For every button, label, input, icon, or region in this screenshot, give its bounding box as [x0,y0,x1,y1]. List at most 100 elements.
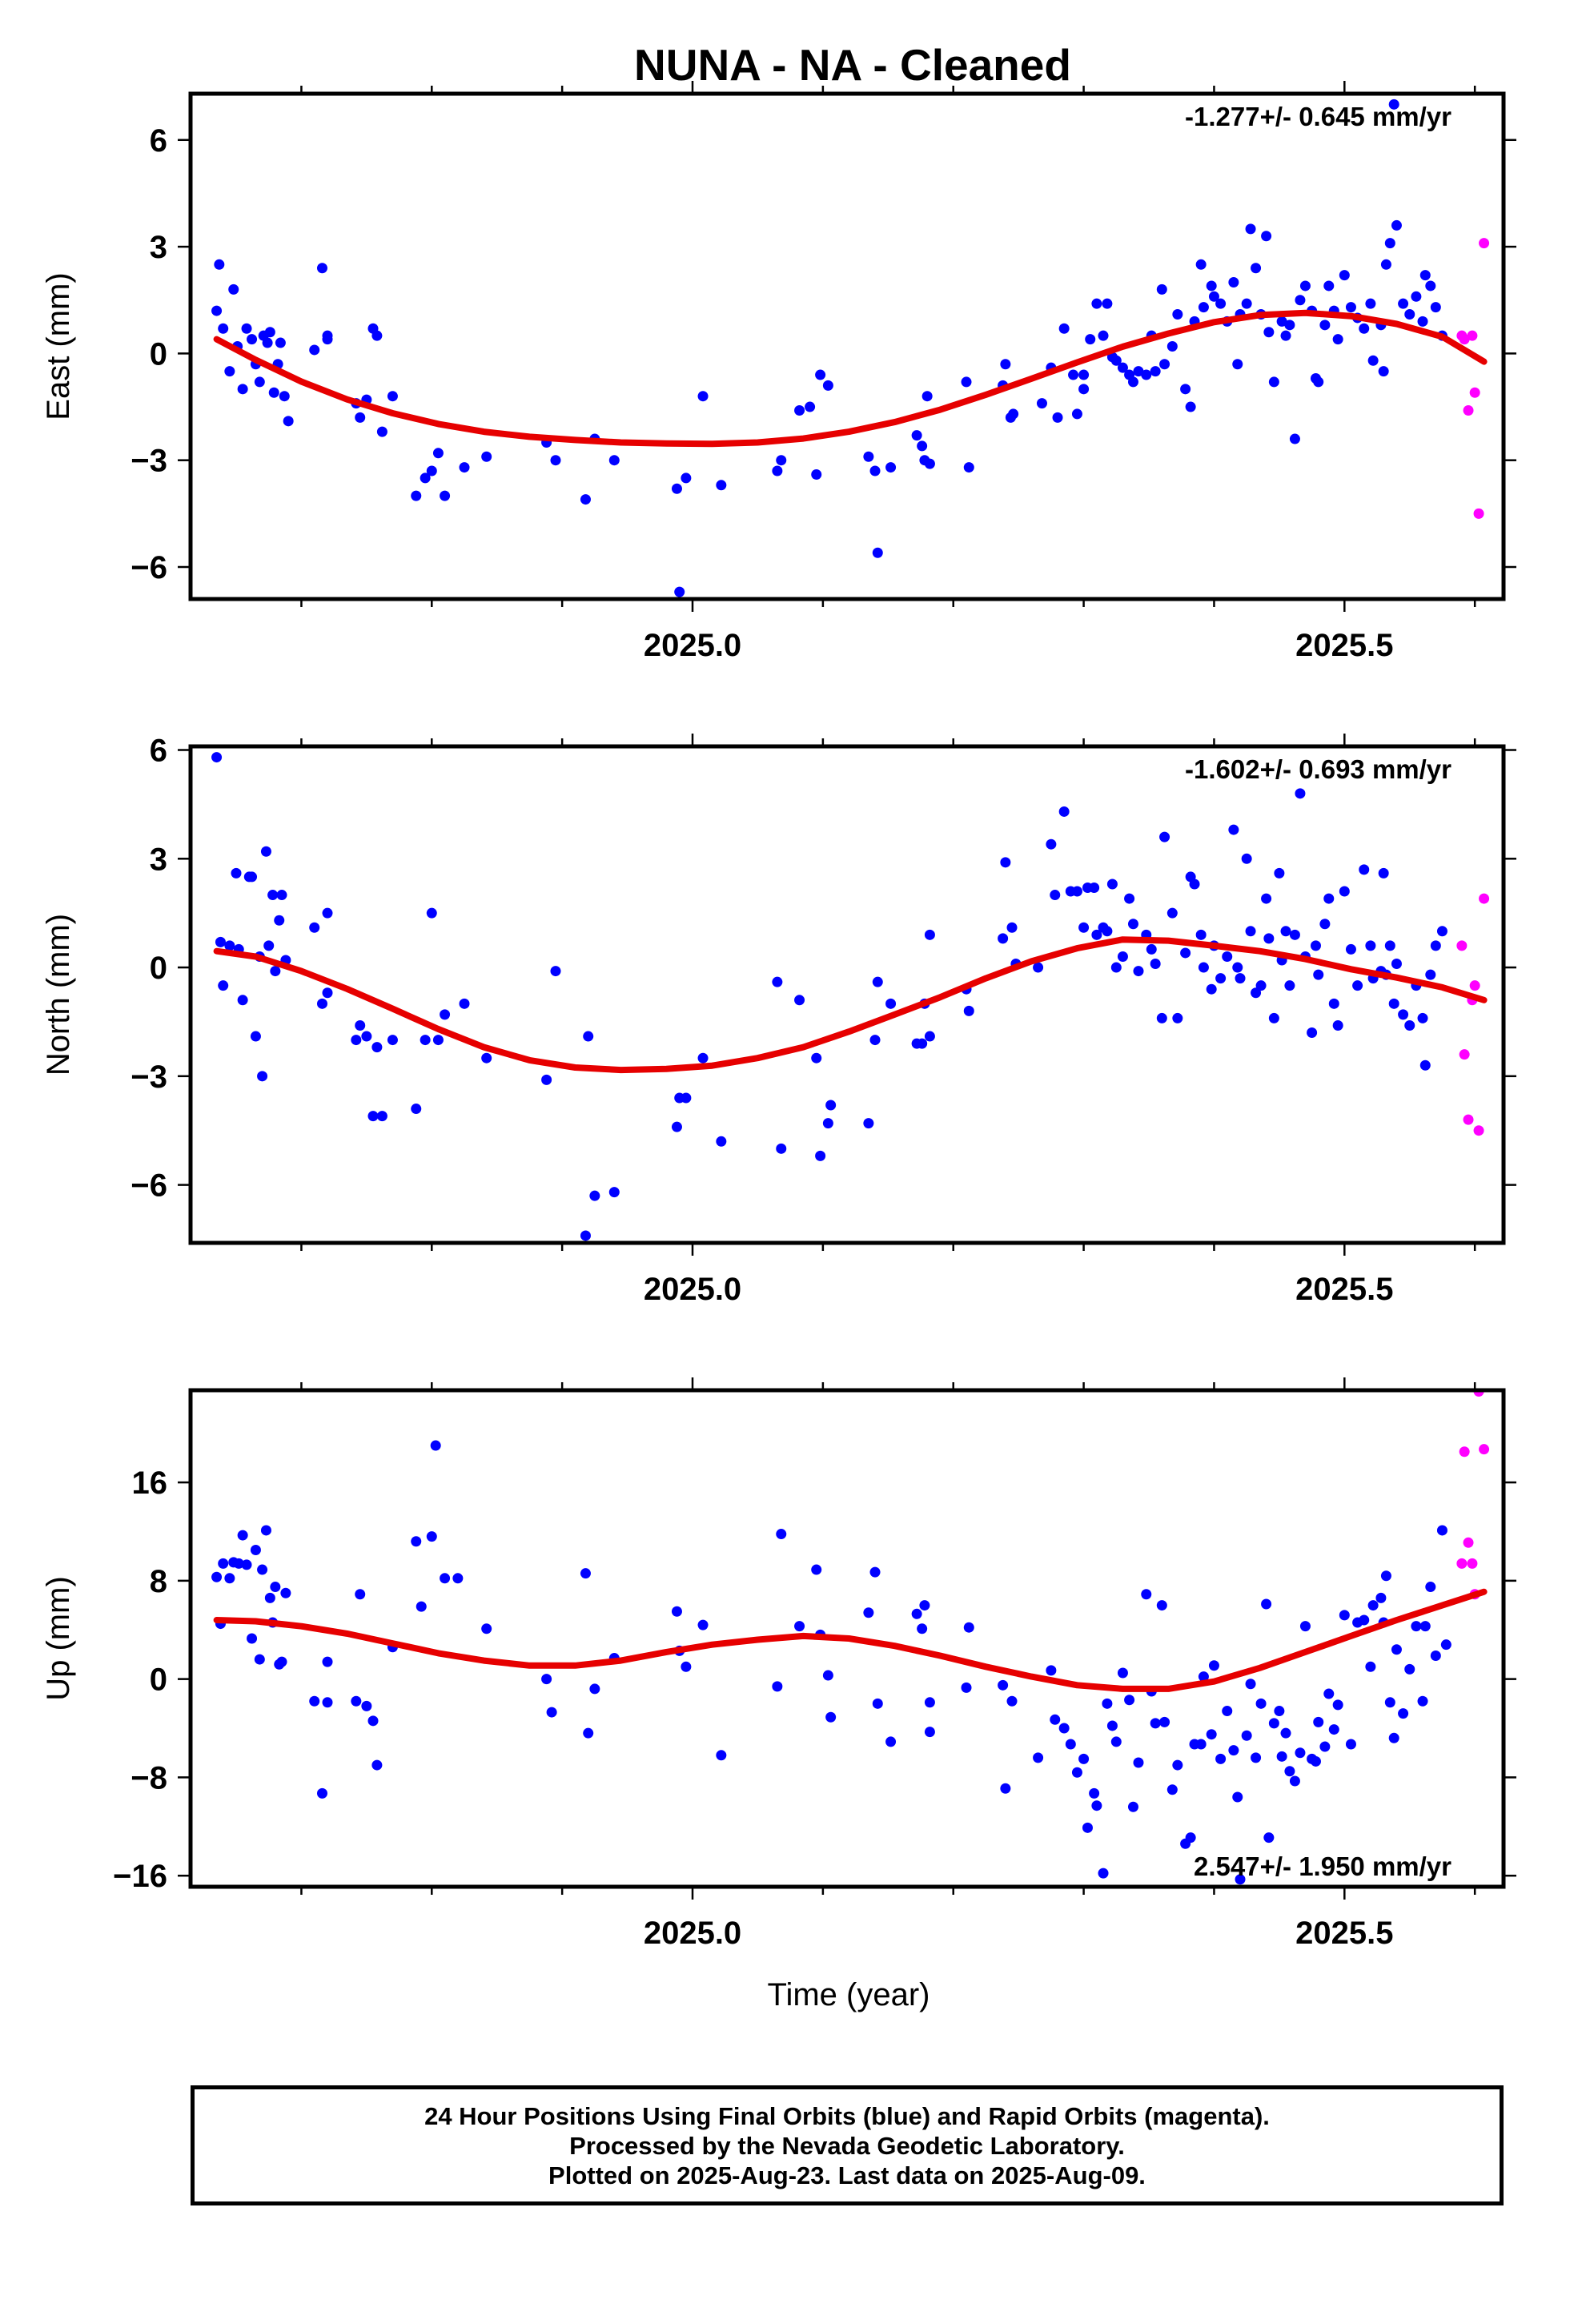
up-final-point [1071,1767,1082,1778]
east-final-point [1172,309,1183,320]
up-final-point [260,1525,271,1536]
up-final-point [1241,1730,1252,1741]
east-final-point [371,330,383,341]
east-final-point [1289,433,1300,444]
north-final-point [1313,969,1324,980]
up-final-point [1235,1874,1246,1885]
east-final-point [1276,316,1287,327]
caption-line-1: 24 Hour Positions Using Final Orbits (bl… [424,2101,1270,2130]
east-final-point [1299,280,1311,292]
panel-up: 2025.0 2025.5 −16 −8 0 8 16 Up (mm) 2.547+/- 1.9… [41,1377,1516,1951]
north-final-point [1106,879,1118,890]
east-final-point [863,451,874,462]
north-final-point [1378,867,1389,879]
east-y-axis-label: East (mm) [41,272,76,420]
east-final-point [917,440,928,452]
north-y-tick-label: 0 [150,951,167,986]
east-final-point [1000,359,1011,370]
north-final-point [794,995,805,1006]
north-final-point [1295,788,1306,799]
up-final-point [1106,1720,1118,1731]
east-final-point [1268,376,1279,388]
east-final-point [815,369,826,380]
north-final-point [697,1052,709,1063]
up-final-point [1078,1753,1090,1764]
north-final-point [1046,838,1057,850]
east-fit-line [213,309,1488,448]
up-final-point [1215,1753,1227,1764]
up-final-point [1404,1663,1415,1675]
up-final-point [1328,1724,1339,1735]
up-y-tick-label: 16 [132,1466,168,1501]
north-final-point [1255,980,1267,991]
up-final-point [1289,1775,1300,1787]
up-final-point [1419,1621,1431,1632]
east-final-point [805,401,816,412]
north-final-point [1228,824,1239,835]
up-final-point [1156,1600,1167,1611]
north-final-point [1232,962,1243,973]
north-final-point [361,1031,372,1042]
north-final-point [355,1019,366,1031]
up-final-point [1313,1716,1324,1727]
up-final-point [583,1727,594,1739]
up-final-point [270,1582,281,1593]
north-final-point [276,890,287,901]
east-final-point [224,366,235,377]
east-rapid-point [1469,387,1480,398]
north-final-point [716,1136,727,1147]
east-final-point [376,426,387,437]
east-final-point [309,344,320,356]
up-final-point [580,1568,591,1579]
up-rapid-point [1456,1558,1468,1569]
up-final-point [322,1656,333,1667]
east-final-point [822,380,833,391]
caption-box: 24 Hour Positions Using Final Orbits (bl… [191,2085,1504,2205]
up-final-point [1263,1832,1275,1844]
east-final-point [921,391,933,402]
east-final-point [316,263,327,274]
north-final-point [1319,919,1331,930]
east-final-point [811,468,822,480]
up-final-point [697,1619,709,1630]
east-final-point [254,376,265,388]
north-final-point [351,1035,362,1046]
east-final-point [1185,401,1196,412]
east-final-point [1159,359,1170,370]
north-final-point [1133,966,1144,977]
north-final-point [1102,926,1113,937]
caption-line-3: Plotted on 2025-Aug-23. Last data on 202… [548,2161,1146,2189]
east-final-point [1117,362,1128,373]
up-final-point [1359,1614,1370,1626]
east-final-point [1261,231,1272,242]
east-final-point [1071,408,1082,420]
north-final-point [1274,867,1285,879]
north-final-point [1263,933,1275,944]
up-final-point [716,1750,727,1761]
up-final-point [247,1633,258,1644]
east-rapid-point [1459,334,1470,345]
up-y-axis-label: Up (mm) [41,1576,76,1701]
east-final-point [387,391,398,402]
east-final-point [1150,366,1161,377]
east-final-point [214,259,225,270]
north-final-point [1284,980,1295,991]
east-final-point [924,458,935,469]
east-final-point [1206,280,1217,292]
north-final-point [924,929,935,940]
up-final-point [351,1695,362,1707]
up-final-point [1195,1739,1207,1750]
up-final-point [1411,1621,1422,1632]
east-final-point [1127,376,1138,388]
east-final-point [872,547,883,558]
up-rapid-point [1463,1537,1474,1548]
east-final-point [1295,295,1306,306]
north-x-tick-label: 2025.0 [644,1272,741,1307]
east-final-point [1241,298,1252,309]
east-final-point [275,337,286,348]
up-final-point [257,1564,268,1575]
up-final-point [1440,1639,1452,1651]
up-final-point [355,1589,366,1600]
north-y-axis-label: North (mm) [41,914,76,1076]
north-final-point [1058,806,1070,817]
